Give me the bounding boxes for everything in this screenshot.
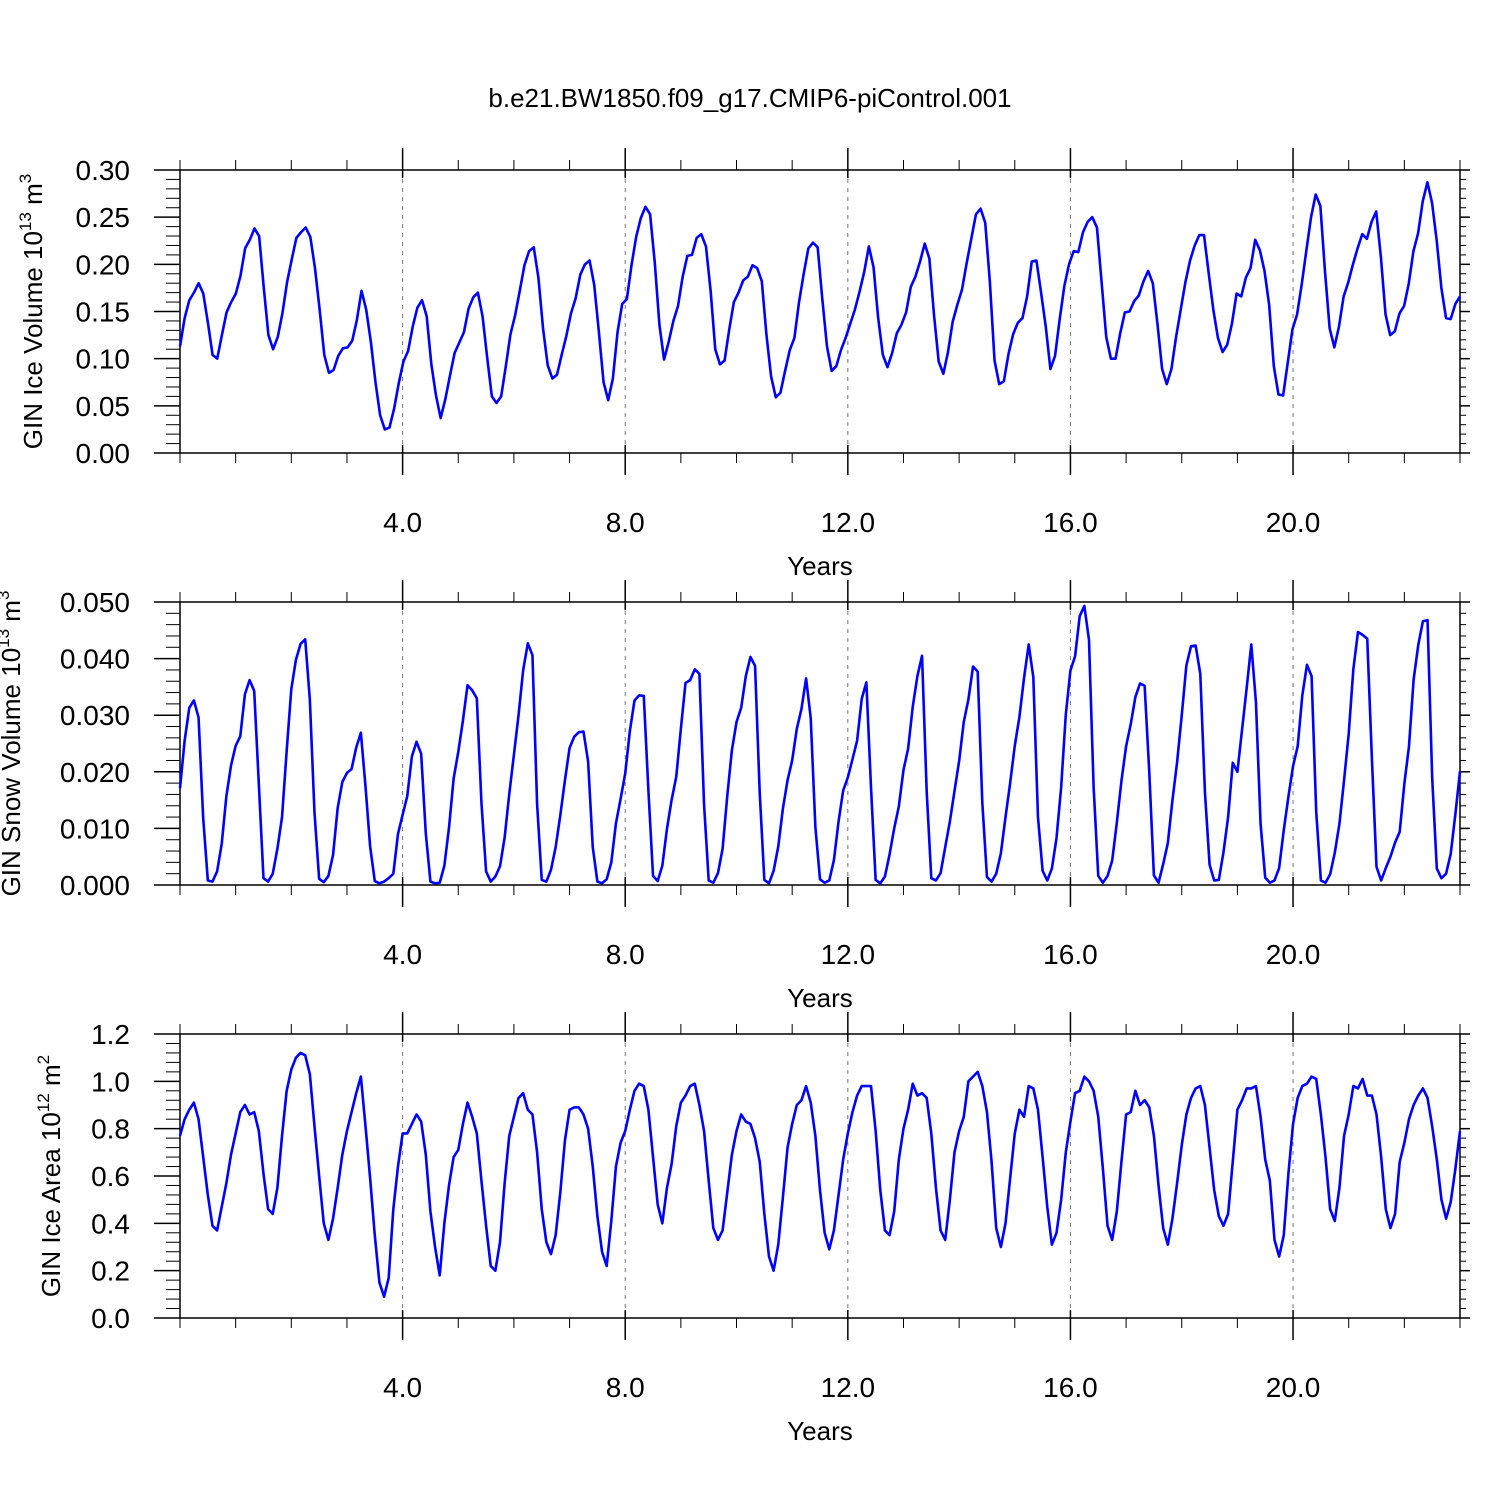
x-tick-label: 16.0	[1043, 507, 1098, 538]
panel-3: 4.0 8.0 12.0 16.0 20.0 0.0 0.2 0.4 0.6 0.8 1.0 1.2 Y…	[34, 1012, 1470, 1446]
x-axis-label: Years	[787, 983, 853, 1013]
y-tick-label: 0.30	[76, 155, 131, 186]
x-axis-label: Years	[787, 1416, 853, 1446]
y-axis-label: GIN Ice Area 1012 m2	[34, 1055, 66, 1297]
x-tick-label: 4.0	[383, 507, 422, 538]
y-axis-label: GIN Snow Volume 1013 m3	[0, 591, 26, 897]
x-tick-label: 4.0	[383, 939, 422, 970]
panels: 4.0 8.0 12.0 16.0 20.0 0.00 0.05 0.10 0.15 0.20 0.…	[0, 148, 1470, 1446]
x-tick-label: 16.0	[1043, 939, 1098, 970]
y-tick-label: 0.050	[60, 587, 130, 618]
y-tick-label: 0.4	[91, 1208, 130, 1239]
x-tick-label: 20.0	[1266, 939, 1321, 970]
x-tick-label: 12.0	[821, 507, 876, 538]
y-tick-label: 0.20	[76, 249, 131, 280]
y-tick-label: 0.15	[76, 297, 131, 328]
x-tick-label: 20.0	[1266, 507, 1321, 538]
y-tick-label: 0.2	[91, 1256, 130, 1287]
x-tick-label: 8.0	[606, 507, 645, 538]
y-tick-label: 0.020	[60, 757, 130, 788]
x-tick-label: 8.0	[606, 1372, 645, 1403]
y-tick-label: 0.10	[76, 344, 131, 375]
panel-2: 4.0 8.0 12.0 16.0 20.0 0.000 0.010 0.020 0.030 0.…	[0, 580, 1470, 1013]
figure-title: b.e21.BW1850.f09_g17.CMIP6-piControl.001	[488, 83, 1011, 113]
y-tick-label: 1.2	[91, 1019, 130, 1050]
y-tick-label: 0.000	[60, 870, 130, 901]
y-tick-label: 0.25	[76, 202, 131, 233]
y-tick-label: 1.0	[91, 1066, 130, 1097]
series-line	[178, 1051, 1462, 1298]
y-tick-label: 0.00	[76, 438, 131, 469]
y-tick-label: 0.05	[76, 391, 131, 422]
y-axis-label: GIN Ice Volume 1013 m3	[16, 174, 48, 450]
plot-frame	[179, 601, 1461, 886]
x-tick-label: 16.0	[1043, 1372, 1098, 1403]
y-tick-label: 0.0	[91, 1303, 130, 1334]
y-tick-label: 0.8	[91, 1114, 130, 1145]
x-tick-label: 20.0	[1266, 1372, 1321, 1403]
x-tick-label: 8.0	[606, 939, 645, 970]
x-tick-label: 12.0	[821, 939, 876, 970]
panel-1: 4.0 8.0 12.0 16.0 20.0 0.00 0.05 0.10 0.15 0.20 0.…	[16, 148, 1470, 581]
y-tick-label: 0.040	[60, 644, 130, 675]
x-tick-label: 12.0	[821, 1372, 876, 1403]
x-tick-label: 4.0	[383, 1372, 422, 1403]
y-tick-label: 0.030	[60, 700, 130, 731]
series-line	[178, 604, 1462, 885]
x-axis-label: Years	[787, 551, 853, 581]
y-tick-label: 0.010	[60, 813, 130, 844]
series-line	[178, 180, 1462, 431]
y-tick-label: 0.6	[91, 1161, 130, 1192]
